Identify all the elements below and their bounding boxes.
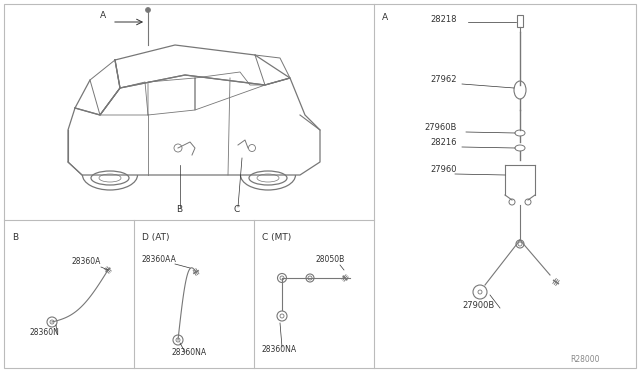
Text: 27960B: 27960B [424,123,456,132]
Text: A: A [382,13,388,22]
Text: 28360N: 28360N [30,328,60,337]
Bar [517,15,523,27]
Text: B: B [176,205,182,214]
Text: R28000: R28000 [570,355,600,364]
Text: 28050B: 28050B [316,255,345,264]
Text: C: C [234,205,240,214]
Text: B: B [12,233,18,242]
Text: A: A [100,11,106,20]
Text: 28218: 28218 [430,15,456,24]
Text: 28216: 28216 [430,138,456,147]
Text: D (AT): D (AT) [142,233,170,242]
Text: 28360A: 28360A [72,257,101,266]
Text: 27900B: 27900B [462,301,494,310]
Text: 27962: 27962 [430,75,456,84]
Text: C (MT): C (MT) [262,233,291,242]
Text: 28360NA: 28360NA [262,345,297,354]
Text: 28360AA: 28360AA [142,255,177,264]
Text: 27960: 27960 [430,165,456,174]
Text: 28360NA: 28360NA [172,348,207,357]
Circle shape [145,7,150,13]
